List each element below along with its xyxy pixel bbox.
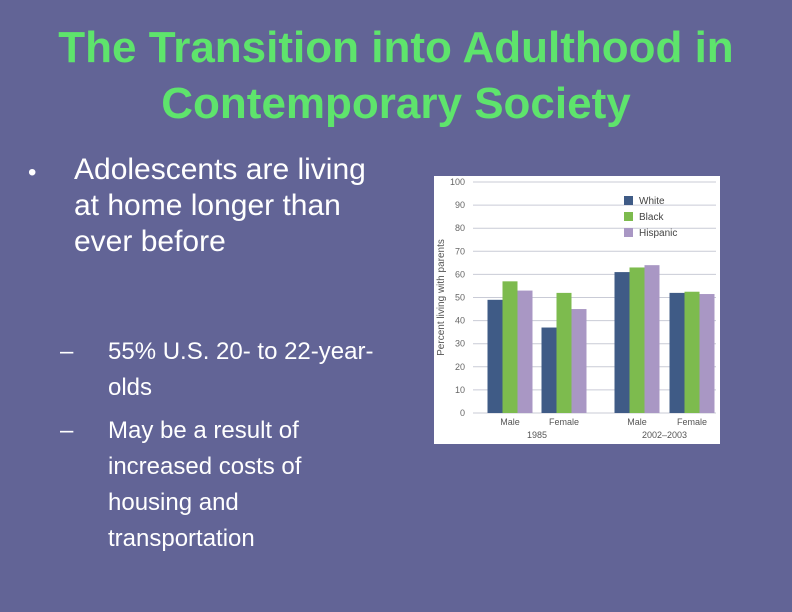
x-tick-label-0: Male [500,417,520,427]
x-tick-label-1: Female [549,417,579,427]
legend-label-hispanic: Hispanic [639,228,677,239]
bullet-text: Adolescents are living at home longer th… [74,153,366,258]
y-tick-label-0: 0 [460,408,465,418]
bar-hispanic-3 [699,294,715,413]
legend-label-black: Black [639,212,664,223]
bar-black-2 [629,267,645,413]
bar-hispanic-0 [517,290,533,413]
y-tick-label-70: 70 [455,246,465,256]
bar-black-0 [502,281,518,413]
sub-bullet-1-marker: – [60,338,74,365]
x-group-label-1: 2002–2003 [642,430,687,440]
sub-bullet-2-text: May be a result of increased costs of ho… [108,417,302,552]
title-line-2: Contemporary Society [161,79,631,128]
y-tick-label-50: 50 [455,293,465,303]
y-tick-label-20: 20 [455,362,465,372]
y-tick-label-90: 90 [455,200,465,210]
sub-bullet-1-text: 55% U.S. 20- to 22-year-olds [108,338,374,401]
sub-bullet-2-marker: – [60,417,74,444]
legend-swatch-white [624,196,633,205]
chart-container: 0 10 20 30 40 50 60 70 80 90 100 Percent living wit… [434,176,720,444]
x-tick-label-3: Female [677,417,707,427]
bullet-marker: • [28,159,37,186]
bar-hispanic-2 [644,265,660,413]
y-tick-label-10: 10 [455,385,465,395]
y-axis-label: Percent living with parents [436,239,447,356]
y-tick-label-60: 60 [455,269,465,279]
bar-white-2 [614,272,630,413]
bar-white-0 [487,299,503,413]
x-group-label-0: 1985 [527,430,547,440]
bar-white-1 [541,327,557,413]
bar-white-3 [669,292,685,413]
bar-black-3 [684,291,700,413]
legend-label-white: White [639,196,665,207]
y-tick-label-40: 40 [455,316,465,326]
y-tick-label-30: 30 [455,339,465,349]
slide-title: The Transition into Adulthood in Contemp… [0,20,792,132]
y-tick-label-80: 80 [455,223,465,233]
title-line-1: The Transition into Adulthood in [58,23,734,72]
bar-black-1 [556,292,572,413]
bar-chart: 0 10 20 30 40 50 60 70 80 90 100 Percent living wit… [436,177,716,440]
legend-swatch-hispanic [624,228,633,237]
x-tick-label-2: Male [627,417,647,427]
y-tick-label-100: 100 [450,177,465,187]
bar-hispanic-1 [571,309,587,413]
legend-swatch-black [624,212,633,221]
